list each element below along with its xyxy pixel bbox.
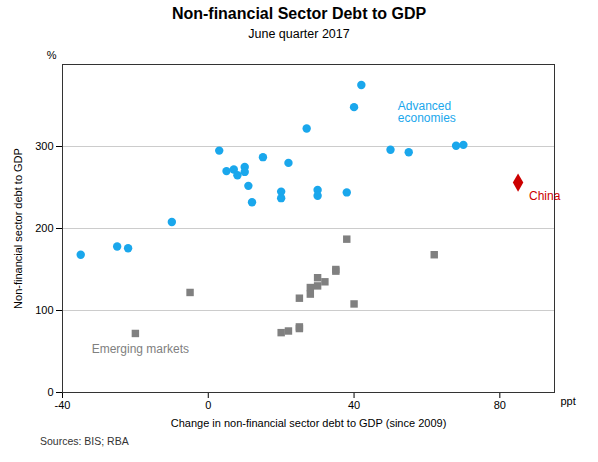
svg-text:China: China (529, 189, 561, 203)
svg-text:Advancedeconomies: Advancedeconomies (398, 99, 456, 125)
svg-text:Change in non-financial sector: Change in non-financial sector debt to G… (171, 417, 447, 429)
svg-text:0: 0 (205, 399, 211, 411)
svg-text:Emerging markets: Emerging markets (92, 342, 189, 356)
svg-text:200: 200 (35, 222, 53, 234)
html-text:Sources: BIS; RBA: Sources: BIS; RBA (40, 435, 129, 447)
html-text:June quarter 2017: June quarter 2017 (248, 27, 350, 41)
svg-text:Non-financial sector debt to G: Non-financial sector debt to GDP (12, 148, 24, 309)
html-text:Non-financial Sector Debt to G: Non-financial Sector Debt to GDP (171, 5, 427, 22)
svg-text:%: % (47, 49, 57, 61)
svg-text:300: 300 (35, 140, 53, 152)
svg-text:100: 100 (35, 304, 53, 316)
svg-text:-40: -40 (55, 399, 71, 411)
svg-text:80: 80 (494, 399, 506, 411)
svg-text:40: 40 (348, 399, 360, 411)
svg-text:ppt: ppt (561, 395, 576, 407)
svg-text:0: 0 (47, 386, 53, 398)
